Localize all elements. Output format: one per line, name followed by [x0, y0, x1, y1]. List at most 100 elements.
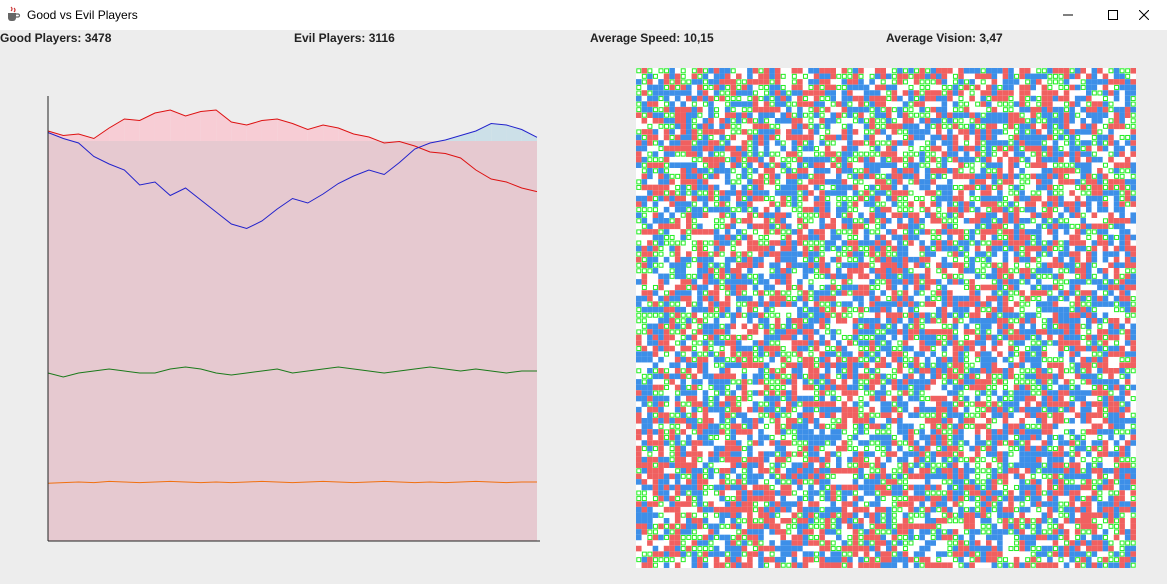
food-cell — [919, 301, 925, 307]
evil-player-cell — [952, 195, 959, 202]
maximize-button[interactable] — [1090, 0, 1136, 30]
food-cell — [1030, 218, 1036, 224]
good-player-cell — [641, 179, 648, 185]
food-cell — [652, 140, 658, 146]
evil-player-cell — [702, 129, 709, 135]
good-player-cell — [986, 195, 992, 202]
good-player-cell — [813, 318, 820, 324]
food-cell — [1119, 373, 1125, 379]
evil-player-cell — [1119, 218, 1125, 224]
evil-player-cell — [719, 351, 725, 357]
food-cell — [1019, 146, 1025, 152]
good-player-cell — [902, 329, 909, 335]
evil-player-cell — [1130, 362, 1136, 368]
food-cell — [702, 290, 708, 296]
evil-player-cell — [652, 406, 659, 413]
good-player-cell — [919, 179, 925, 185]
good-player-cell — [686, 168, 692, 174]
good-player-cell — [1058, 123, 1064, 130]
good-player-cell — [713, 379, 720, 385]
food-cell — [791, 112, 797, 118]
evil-player-cell — [891, 245, 898, 252]
good-player-cell — [969, 129, 975, 135]
good-player-cell — [1102, 190, 1109, 196]
good-player-cell — [1030, 206, 1036, 213]
food-cell — [864, 140, 870, 146]
evil-player-cell — [1024, 412, 1031, 418]
evil-player-cell — [647, 434, 653, 441]
evil-player-cell — [819, 118, 825, 124]
food-cell — [658, 123, 664, 129]
food-cell — [736, 79, 742, 85]
food-cell — [708, 262, 714, 268]
good-player-cell — [1002, 429, 1009, 435]
good-player-cell — [791, 201, 798, 207]
evil-player-cell — [830, 306, 836, 313]
evil-player-cell — [958, 73, 964, 80]
good-player-cell — [863, 173, 870, 180]
good-player-cell — [1036, 173, 1042, 180]
food-cell — [730, 357, 736, 363]
evil-player-cell — [758, 406, 764, 413]
good-player-cell — [647, 73, 653, 80]
food-cell — [658, 262, 664, 268]
food-cell — [686, 284, 692, 290]
good-player-cell — [1130, 195, 1136, 202]
food-cell — [1102, 123, 1108, 129]
food-cell — [980, 112, 986, 118]
good-player-cell — [797, 329, 803, 335]
food-cell — [1019, 307, 1025, 313]
good-player-cell — [1097, 379, 1103, 385]
good-player-cell — [1036, 406, 1042, 413]
good-player-cell — [1102, 312, 1109, 318]
good-player-cell — [636, 145, 642, 152]
evil-player-cell — [752, 123, 759, 130]
evil-player-cell — [924, 445, 931, 452]
food-cell — [864, 151, 870, 157]
good-player-cell — [941, 368, 948, 374]
evil-player-cell — [874, 195, 881, 202]
minimize-button[interactable] — [1045, 0, 1091, 30]
evil-player-cell — [1069, 168, 1075, 174]
evil-player-cell — [813, 368, 820, 374]
good-player-cell — [786, 184, 792, 191]
good-player-cell — [680, 451, 686, 457]
evil-player-cell — [741, 362, 748, 368]
evil-player-cell — [752, 79, 759, 85]
good-player-cell — [1052, 173, 1059, 180]
good-player-cell — [791, 301, 798, 307]
evil-player-cell — [847, 240, 853, 246]
evil-player-cell — [963, 206, 970, 213]
good-player-cell — [769, 129, 775, 135]
good-player-cell — [1069, 151, 1075, 157]
food-cell — [930, 234, 936, 240]
good-player-cell — [841, 162, 848, 168]
evil-player-cell — [1069, 101, 1075, 107]
good-player-cell — [936, 306, 942, 313]
good-player-cell — [1097, 345, 1103, 352]
good-player-cell — [1086, 84, 1092, 91]
food-cell — [975, 373, 981, 379]
evil-player-cell — [952, 395, 959, 402]
evil-player-cell — [986, 134, 992, 141]
evil-player-cell — [1008, 368, 1014, 374]
evil-player-cell — [819, 390, 825, 396]
good-player-cell — [730, 273, 736, 280]
evil-player-cell — [647, 134, 653, 141]
good-player-cell — [1086, 262, 1092, 268]
good-player-cell — [1058, 440, 1064, 446]
food-cell — [775, 451, 781, 457]
food-cell — [930, 79, 936, 85]
good-player-cell — [991, 173, 998, 180]
evil-player-cell — [980, 345, 986, 352]
food-cell — [958, 107, 964, 113]
evil-player-cell — [663, 329, 670, 335]
close-button[interactable] — [1121, 0, 1167, 30]
food-cell — [897, 207, 903, 213]
evil-player-cell — [891, 95, 898, 102]
food-cell — [975, 268, 981, 274]
food-cell — [814, 407, 820, 413]
good-player-cell — [1119, 262, 1125, 268]
evil-player-cell — [1030, 162, 1036, 168]
good-player-cell — [886, 418, 892, 424]
